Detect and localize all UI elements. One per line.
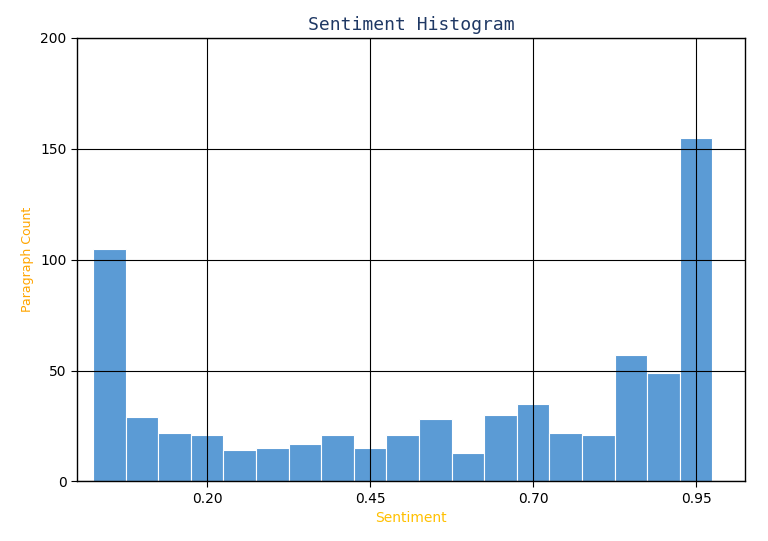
Bar xyxy=(549,433,582,481)
Bar xyxy=(680,137,713,481)
Bar xyxy=(582,435,614,481)
Bar xyxy=(614,355,647,481)
Bar xyxy=(256,448,289,481)
Bar xyxy=(223,451,256,481)
Bar xyxy=(647,373,680,481)
Bar xyxy=(452,453,484,481)
Bar xyxy=(484,415,517,481)
Bar xyxy=(386,435,419,481)
Bar xyxy=(517,404,549,481)
Y-axis label: Paragraph Count: Paragraph Count xyxy=(22,207,35,312)
Bar xyxy=(158,433,191,481)
Bar xyxy=(93,249,126,481)
X-axis label: Sentiment: Sentiment xyxy=(375,511,447,525)
Bar xyxy=(191,435,223,481)
Bar xyxy=(321,435,354,481)
Title: Sentiment Histogram: Sentiment Histogram xyxy=(307,16,515,34)
Bar xyxy=(354,448,386,481)
Bar xyxy=(419,419,452,481)
Bar xyxy=(289,444,321,481)
Bar xyxy=(126,417,158,481)
